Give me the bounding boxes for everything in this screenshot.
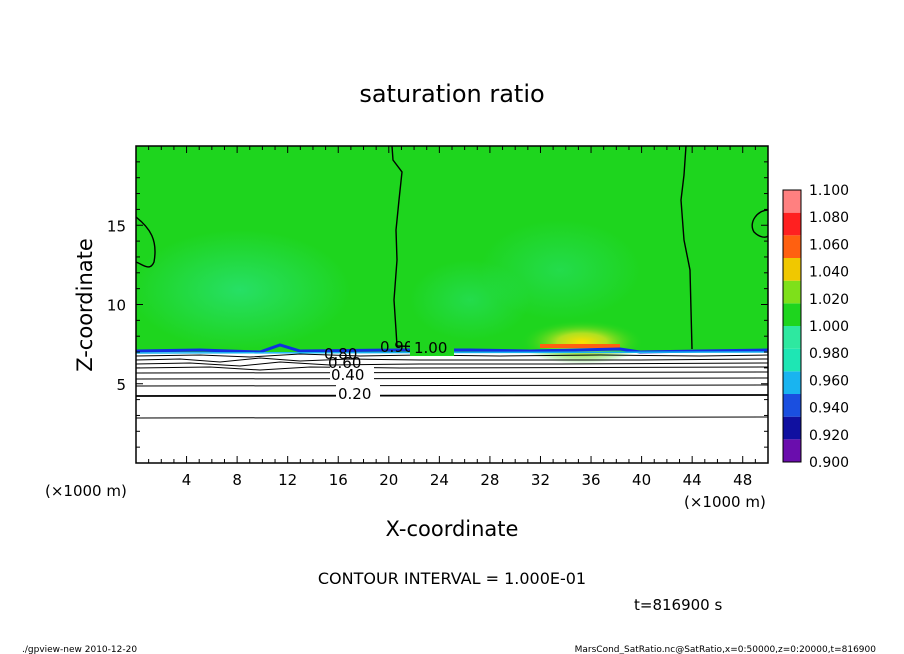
colorbar: 0.900 0.920 0.940 0.960 0.980 1.000 1.020 1.040… <box>782 183 849 471</box>
x-axis-ticks: 4 8 12 16 20 24 28 32 36 40 44 48 <box>148 146 756 489</box>
y-tick-label: 5 <box>116 376 126 394</box>
x-tick-label: 4 <box>182 471 192 489</box>
plot-area <box>136 146 768 463</box>
colorbar-label: 0.940 <box>809 401 849 417</box>
colorbar-band <box>783 190 801 213</box>
low-ratio-patch-left <box>136 230 350 350</box>
colorbar-band <box>783 212 801 236</box>
colorbar-label: 0.960 <box>809 373 849 389</box>
time-stamp: t=816900 s <box>634 596 722 614</box>
contour-1-00-vertical-b <box>680 146 693 350</box>
y-tick-label: 10 <box>107 297 126 315</box>
contour-0-80 <box>136 357 768 363</box>
x-tick-label: 24 <box>430 471 449 489</box>
contour-0-40 <box>136 377 768 380</box>
contour-label-0-20: 0.20 <box>338 385 371 403</box>
colorbar-label: 1.080 <box>809 210 849 226</box>
x-tick-label: 8 <box>232 471 242 489</box>
contour-0-20 <box>136 394 768 397</box>
contour-label-0-80: 0.80 <box>324 345 357 363</box>
low-ratio-patch-right <box>480 220 640 320</box>
x-tick-label: 44 <box>683 471 702 489</box>
colorbar-band <box>783 394 801 417</box>
colorbar-label: 1.100 <box>809 183 849 199</box>
y-axis-ticks: 5 10 15 <box>107 161 768 448</box>
chart-title: saturation ratio <box>359 80 544 108</box>
contour-0-30 <box>136 384 768 387</box>
colorbar-label: 1.040 <box>809 265 849 281</box>
y-tick-label: 15 <box>107 217 126 235</box>
footer-left: ./gpview-new 2010-12-20 <box>22 645 137 654</box>
colorbar-label: 1.060 <box>809 237 849 253</box>
colorbar-label: 0.980 <box>809 346 849 362</box>
colorbar-frame <box>782 189 802 463</box>
contour-label-0-90: 0.90 <box>380 338 413 356</box>
contour-1-00-vertical-a <box>391 146 431 348</box>
colorbar-band <box>783 371 801 394</box>
contour-0-10 <box>136 416 768 419</box>
x-tick-label: 28 <box>480 471 499 489</box>
contour-label-1-00: 1.00 <box>414 339 447 357</box>
contour-1-00-left-blob <box>136 216 156 268</box>
x-axis-label: X-coordinate <box>386 517 519 541</box>
colorbar-label: 0.900 <box>809 455 849 471</box>
x-tick-label: 32 <box>531 471 550 489</box>
colorbar-band <box>783 258 801 281</box>
colorbar-band <box>783 348 801 372</box>
x-unit-right: (×1000 m) <box>684 493 766 511</box>
colorbar-band <box>783 280 801 304</box>
contour-labels: 0.20 0.40 0.60 0.80 0.90 1.00 <box>324 338 454 403</box>
contour-0-60 <box>136 366 768 371</box>
colorbar-band <box>783 439 801 462</box>
contour-0-50 <box>136 371 768 374</box>
x-tick-label: 16 <box>329 471 348 489</box>
colorbar-band <box>783 326 801 349</box>
x-unit-left: (×1000 m) <box>45 482 127 500</box>
peak-strip <box>540 344 620 348</box>
x-tick-label: 36 <box>581 471 600 489</box>
footer-right: MarsCond_SatRatio.nc@SatRatio,x=0:50000,… <box>575 645 877 654</box>
contour-label-0-60: 0.60 <box>328 354 361 372</box>
colorbar-band <box>783 303 801 326</box>
colorbar-band <box>783 235 801 258</box>
x-tick-label: 40 <box>632 471 651 489</box>
y-axis-label: Z-coordinate <box>73 238 97 372</box>
colorbar-label: 1.020 <box>809 292 849 308</box>
contour-label-0-40: 0.40 <box>331 366 364 384</box>
contour-0-70 <box>136 361 768 367</box>
x-tick-label: 20 <box>379 471 398 489</box>
colorbar-label: 1.000 <box>809 319 849 335</box>
contour-1-00-right-blob <box>751 209 768 238</box>
x-tick-label: 48 <box>733 471 752 489</box>
supersaturation-hotspot <box>520 320 644 364</box>
colorbar-band <box>783 416 801 440</box>
contour-interval-note: CONTOUR INTERVAL = 1.000E-01 <box>318 569 586 588</box>
x-tick-label: 12 <box>278 471 297 489</box>
contour-0-90 <box>136 353 768 358</box>
colorbar-label: 0.920 <box>809 428 849 444</box>
